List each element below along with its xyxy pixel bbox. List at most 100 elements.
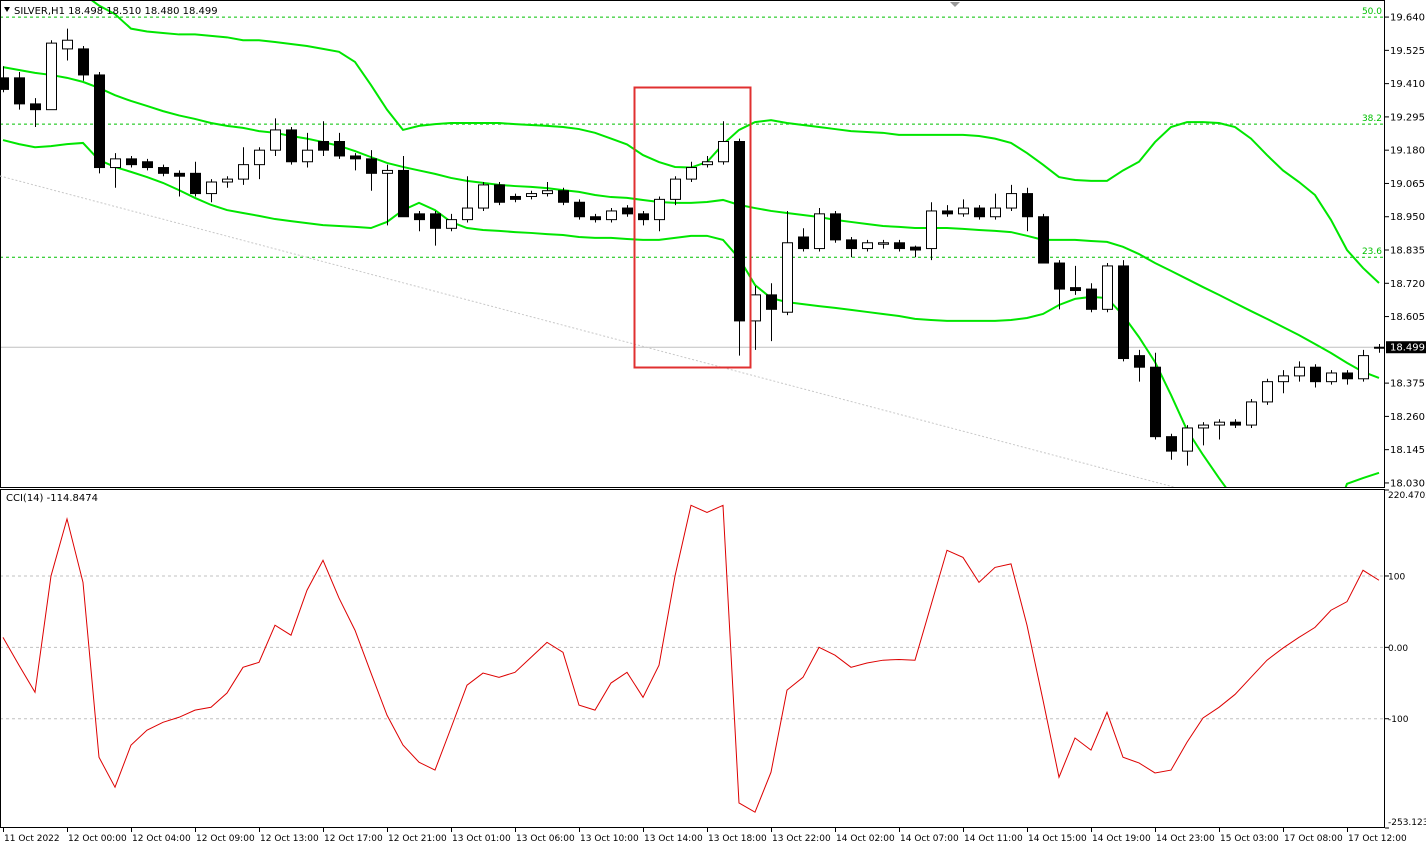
y-tick-label: 19.295 [1390,112,1425,123]
cci-line [2,504,1380,813]
candle-body [126,158,137,166]
x-tick-label: 12 Oct 00:00 [68,834,127,844]
candle-body [542,190,553,195]
candle-body [1246,401,1257,426]
candle-body [1278,375,1289,383]
candle-body [1054,262,1065,290]
y-tick-label: 18.145 [1390,445,1425,456]
candle-body [1134,355,1145,368]
x-tick-label: 11 Oct 2022 [4,834,60,844]
x-tick-label: 13 Oct 18:00 [708,834,767,844]
candle-body [686,167,697,180]
y-tick-label: 0.00 [1388,644,1408,654]
y-tick-label: 18.030 [1390,478,1425,489]
candle-body [670,178,681,200]
candle-body [702,161,713,166]
candle-body [270,129,281,151]
candle-body [750,294,761,322]
candle-body [606,210,617,221]
cci-plot [0,504,1385,813]
candle-body [174,172,185,177]
price-plot [0,0,1385,487]
candle-body [942,210,953,215]
candle-body [654,198,665,221]
candle-body [1182,427,1193,452]
x-tick-label: 14 Oct 02:00 [836,834,895,844]
candle-body [14,77,25,105]
candle-body [510,195,521,200]
candle-body [30,103,41,111]
candle-body [78,48,89,76]
candle-body [1342,372,1353,380]
candle-body [558,190,569,203]
candle-body [1198,424,1209,429]
candle-body [1006,193,1017,209]
candle-body [1150,366,1161,438]
candle-body [1310,366,1321,383]
x-tick-label: 12 Oct 17:00 [324,834,383,844]
candle-body [910,246,921,251]
candle-body [926,210,937,250]
candle-body [958,207,969,215]
x-tick-label: 15 Oct 03:00 [1220,834,1279,844]
candle-body [398,169,409,218]
candle-body [238,164,249,180]
candle-body [1070,287,1081,292]
candle-body [1086,288,1097,310]
x-tick-label: 14 Oct 07:00 [900,834,959,844]
y-tick-label: -253.1235 [1388,818,1426,828]
x-tick-label: 12 Oct 21:00 [388,834,447,844]
candle-body [302,149,313,163]
x-tick-label: 13 Oct 10:00 [580,834,639,844]
candle-body [782,242,793,313]
x-tick-label: 12 Oct 09:00 [196,834,255,844]
candle-body [286,129,297,163]
bollinger-band [2,66,1380,379]
y-tick-label: 100 [1388,572,1405,582]
candle-body [878,242,889,245]
candle-body [1118,265,1129,360]
candle-body [446,219,457,229]
candle-body [894,242,905,250]
candle-body [1022,193,1033,218]
candle-body [462,207,473,221]
candle-body [734,140,745,322]
candle-body [414,213,425,221]
candle-body [622,207,633,215]
candle-body [766,294,777,310]
menu-triangle[interactable] [4,7,10,12]
x-tick-label: 14 Oct 11:00 [964,834,1023,844]
candle-body [190,172,201,195]
y-tick-label: 19.640 [1390,13,1425,24]
candle-body [142,161,153,169]
cci-panel-border [0,489,1385,828]
last-price-box [1386,341,1426,354]
cci-title: CCI(14) -114.8474 [6,493,98,504]
candle-body [158,167,169,174]
fib-level-label: 23.6 [1362,247,1382,257]
candle-body [46,42,57,111]
candle-body [830,213,841,241]
x-tick-label: 13 Oct 06:00 [516,834,575,844]
candle-body [254,149,265,166]
candle-body [350,155,361,160]
candle-body [1166,436,1177,452]
candle-body [1262,381,1273,403]
x-tick-label: 14 Oct 23:00 [1156,834,1215,844]
candle-body [382,169,393,174]
candle-body [318,140,329,151]
candle-body [798,236,809,250]
candle-body [574,201,585,218]
candle-body [990,207,1001,218]
x-tick-label: 17 Oct 12:00 [1348,834,1407,844]
y-tick-label: 18.375 [1390,379,1425,390]
candle-body [846,239,857,250]
y-tick-label: 18.260 [1390,412,1425,423]
y-tick-label: 220.4702 [1388,491,1426,501]
price-title: SILVER,H1 18.498 18.510 18.480 18.499 [14,6,218,17]
x-tick-label: 12 Oct 13:00 [260,834,319,844]
x-tick-label: 17 Oct 08:00 [1284,834,1343,844]
candle-body [1214,421,1225,426]
